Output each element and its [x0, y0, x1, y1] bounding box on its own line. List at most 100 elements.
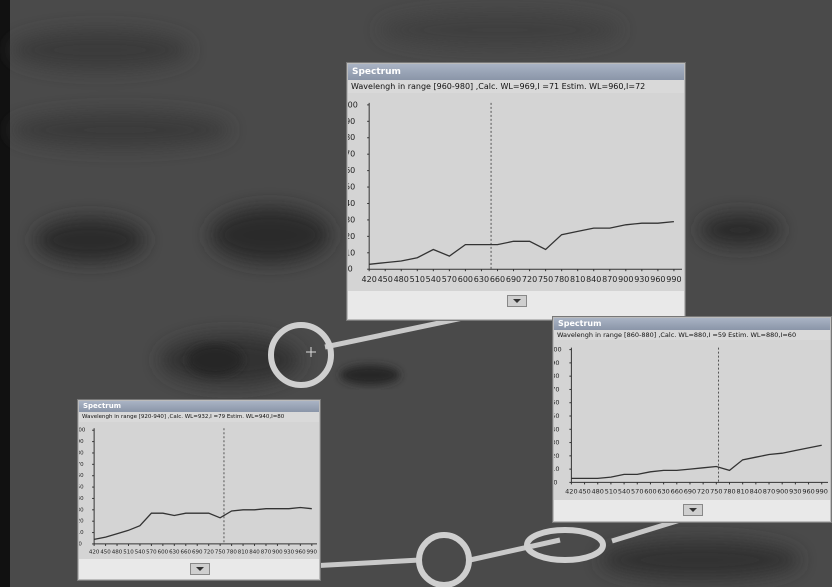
collapse-button[interactable] [507, 295, 527, 307]
x-tick-label: 690 [192, 549, 203, 555]
x-tick-label: 660 [671, 487, 683, 495]
x-tick-label: 600 [458, 275, 473, 284]
y-tick-label: 100 [79, 428, 86, 434]
x-tick-label: 990 [307, 549, 318, 555]
y-tick-label: 40 [554, 425, 560, 433]
y-tick-label: 90 [348, 117, 355, 126]
x-tick-label: 960 [650, 275, 665, 284]
x-tick-label: 420 [89, 549, 100, 555]
spectrum-line [571, 445, 821, 478]
x-tick-label: 870 [763, 487, 775, 495]
x-tick-label: 480 [112, 549, 123, 555]
x-tick-label: 420 [565, 487, 577, 495]
collapse-button[interactable] [190, 563, 210, 575]
x-tick-label: 780 [723, 487, 735, 495]
y-tick-label: 70 [554, 385, 560, 393]
y-tick-label: 70 [79, 462, 84, 468]
y-tick-label: 10 [348, 248, 355, 257]
x-tick-label: 810 [238, 549, 249, 555]
spectrum-window[interactable]: Spectrum Wavelengh in range [920-940] ,C… [78, 400, 320, 580]
spectrum-window[interactable]: Spectrum Wavelengh in range [860-880] ,C… [553, 317, 831, 522]
x-tick-label: 480 [394, 275, 409, 284]
y-tick-label: 50 [79, 485, 84, 491]
x-tick-label: 960 [802, 487, 814, 495]
x-tick-label: 780 [226, 549, 237, 555]
spectrum-plot: 0102030405060708090100420450480510540570… [554, 340, 830, 500]
y-tick-label: 100 [348, 100, 358, 109]
x-tick-label: 720 [522, 275, 537, 284]
x-tick-label: 810 [736, 487, 748, 495]
x-tick-label: 570 [146, 549, 157, 555]
x-tick-label: 930 [634, 275, 649, 284]
y-tick-label: 80 [554, 372, 560, 380]
x-tick-label: 630 [474, 275, 489, 284]
y-tick-label: 30 [79, 507, 84, 513]
y-tick-label: 60 [348, 166, 355, 175]
y-tick-label: 50 [348, 183, 355, 192]
x-tick-label: 630 [657, 487, 669, 495]
spectrum-plot: 0102030405060708090100420450480510540570… [348, 93, 684, 291]
x-tick-label: 600 [158, 549, 169, 555]
y-tick-label: 0 [79, 541, 82, 547]
x-tick-label: 990 [816, 487, 828, 495]
y-tick-label: 30 [348, 215, 355, 224]
x-tick-label: 900 [618, 275, 633, 284]
x-tick-label: 570 [442, 275, 457, 284]
y-tick-label: 40 [79, 496, 84, 502]
spectrum-window[interactable]: Spectrum Wavelengh in range [960-980] ,C… [347, 63, 685, 320]
x-tick-label: 780 [554, 275, 569, 284]
y-tick-label: 90 [554, 359, 560, 367]
y-tick-label: 20 [348, 232, 355, 241]
y-tick-label: 10 [79, 530, 84, 536]
x-tick-label: 450 [578, 487, 590, 495]
x-tick-label: 930 [284, 549, 295, 555]
y-tick-label: 70 [348, 150, 355, 159]
x-tick-label: 900 [272, 549, 283, 555]
x-tick-label: 450 [378, 275, 393, 284]
spectrum-line [94, 508, 312, 540]
x-tick-label: 870 [261, 549, 272, 555]
x-tick-label: 750 [215, 549, 226, 555]
page: {"windows": [ {"title": "Spectrum", "inf… [0, 0, 832, 587]
y-tick-label: 80 [348, 133, 355, 142]
x-tick-label: 540 [426, 275, 441, 284]
spectrum-plot: 0 10 20 30 40 50 60 70 80 90 100 420450480510540570… [79, 422, 319, 559]
y-tick-label: 50 [554, 412, 560, 420]
y-tick-label: 20 [79, 519, 84, 525]
x-tick-label: 420 [362, 275, 377, 284]
x-tick-label: 900 [776, 487, 788, 495]
x-tick-label: 930 [789, 487, 801, 495]
x-tick-label: 480 [592, 487, 604, 495]
y-tick-label: 80 [79, 450, 84, 456]
y-tick-label: 100 [554, 346, 562, 354]
x-tick-label: 840 [249, 549, 260, 555]
x-tick-label: 540 [618, 487, 630, 495]
y-tick-label: 40 [348, 199, 355, 208]
collapse-button[interactable] [683, 504, 703, 516]
x-tick-label: 960 [295, 549, 306, 555]
window-title: Spectrum [348, 64, 684, 80]
y-tick-label: 60 [79, 473, 84, 479]
x-tick-label: 660 [181, 549, 192, 555]
x-tick-label: 600 [644, 487, 656, 495]
y-tick-label: 0 [554, 478, 557, 486]
x-tick-label: 870 [602, 275, 617, 284]
x-tick-label: 660 [490, 275, 505, 284]
x-tick-label: 720 [697, 487, 709, 495]
window-title: Spectrum [554, 318, 830, 330]
x-tick-label: 690 [684, 487, 696, 495]
window-info: Wavelengh in range [920-940] ,Calc. WL=9… [79, 412, 319, 422]
x-tick-label: 570 [631, 487, 643, 495]
y-tick-label: 90 [79, 439, 84, 445]
x-tick-label: 720 [203, 549, 214, 555]
x-tick-label: 450 [100, 549, 111, 555]
x-tick-label: 510 [123, 549, 134, 555]
y-tick-label: 60 [554, 399, 560, 407]
x-tick-label: 510 [410, 275, 425, 284]
x-tick-label: 840 [586, 275, 601, 284]
window-info: Wavelengh in range [960-980] ,Calc. WL=9… [348, 80, 684, 93]
x-tick-label: 540 [135, 549, 146, 555]
x-tick-label: 750 [538, 275, 553, 284]
window-info: Wavelengh in range [860-880] ,Calc. WL=8… [554, 330, 830, 340]
y-tick-label: 10 [554, 465, 560, 473]
